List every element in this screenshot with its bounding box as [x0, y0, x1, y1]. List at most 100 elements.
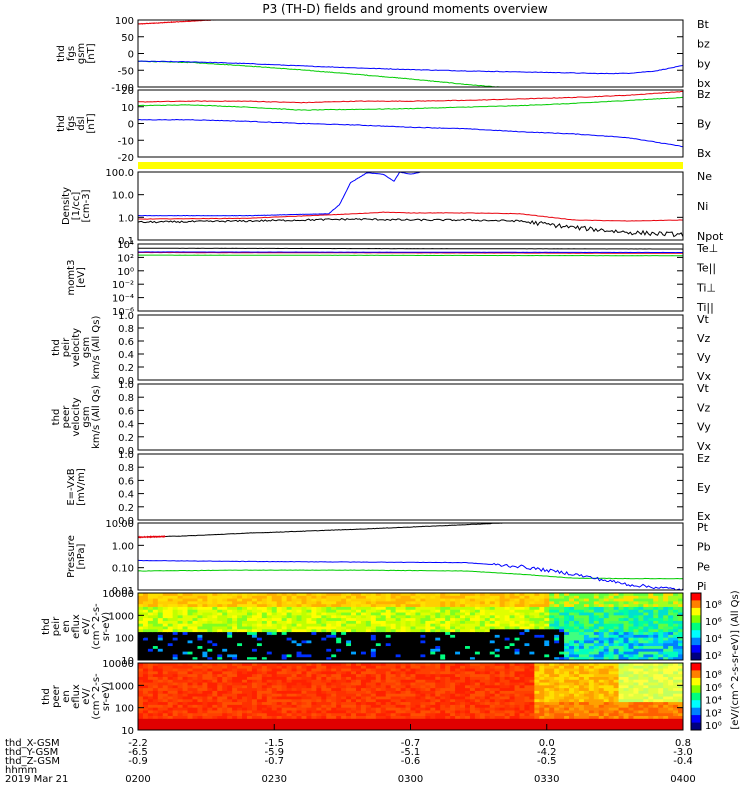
spectrogram-cell	[385, 629, 392, 633]
spectrogram-cell	[549, 676, 555, 681]
spectrogram-cell	[356, 637, 362, 642]
spectrogram-cell	[365, 612, 372, 616]
spectrogram-cell	[598, 637, 605, 642]
spectrogram-cell	[256, 668, 263, 672]
spectrogram-cell	[395, 606, 402, 611]
spectrogram-cell	[678, 598, 683, 602]
spectrogram-cell	[326, 612, 332, 616]
spectrogram-cell	[474, 612, 481, 616]
spectrogram-cell	[583, 618, 590, 622]
spectrogram-cell	[147, 604, 154, 608]
spectrogram-cell	[658, 609, 664, 614]
spectrogram-cell	[152, 648, 159, 653]
spectrogram-cell	[613, 606, 620, 611]
spectrogram-cell	[430, 609, 436, 614]
spectrogram-cell	[494, 626, 501, 630]
spectrogram-cell	[633, 626, 639, 630]
spectrogram-cell	[197, 710, 203, 714]
spectrogram-cell	[177, 702, 184, 706]
y-tick-label: 0.8	[118, 463, 134, 474]
spectrogram-cell	[524, 634, 530, 639]
spectrogram-cell	[554, 713, 560, 717]
spectrogram-cell	[177, 634, 184, 639]
spectrogram-cell	[172, 704, 179, 709]
y-axis-label: thd fgs dsl [nT]	[56, 113, 97, 133]
spectrogram-cell	[222, 685, 228, 689]
spectrogram-cell	[251, 646, 258, 650]
y-tick-label: 1.0	[118, 380, 134, 391]
spectrogram-cell	[336, 606, 342, 611]
spectrogram-cell	[247, 693, 253, 698]
spectrogram-cell	[514, 676, 521, 681]
spectrogram-cell	[633, 620, 639, 625]
spectrogram-cell	[316, 657, 322, 660]
spectrogram-cell	[360, 615, 367, 619]
spectrogram-cell	[385, 727, 392, 730]
y-axis-label-line: gsm	[81, 406, 92, 427]
spectrogram-cell	[410, 668, 417, 672]
spectrogram-cell	[232, 643, 238, 647]
spectrogram-cell	[222, 716, 228, 720]
spectrogram-cell	[430, 679, 436, 684]
spectrogram-cell	[375, 702, 382, 706]
spectrogram-cell	[668, 657, 674, 660]
spectrogram-cell	[514, 654, 521, 658]
spectrogram-cell	[271, 690, 278, 695]
spectrogram-cell	[331, 598, 337, 602]
spectrogram-cell	[256, 632, 263, 636]
spectrogram-cell	[598, 593, 605, 597]
spectrogram-cell	[326, 620, 332, 625]
spectrogram-cell	[465, 601, 471, 605]
spectrogram-cell	[554, 637, 560, 642]
spectrogram-cell	[301, 626, 308, 630]
spectrogram-cell	[489, 685, 496, 689]
spectrogram-cell	[380, 679, 387, 684]
spectrogram-cell	[167, 598, 174, 602]
spectrogram-cell	[192, 704, 199, 709]
spectrogram-cell	[469, 629, 476, 633]
spectrogram-cell	[440, 665, 446, 670]
spectrogram-cell	[217, 637, 223, 642]
spectrogram-cell	[311, 704, 317, 709]
spectrogram-cell	[202, 704, 208, 709]
spectrogram-cell	[469, 690, 476, 695]
spectrogram-cell	[400, 671, 407, 675]
spectrogram-cell	[385, 657, 392, 660]
spectrogram-cell	[450, 721, 456, 726]
spectrogram-cell	[569, 595, 575, 600]
spectrogram-cell	[256, 718, 263, 723]
spectrogram-cell	[296, 632, 303, 636]
spectrogram-cell	[559, 713, 565, 717]
spectrogram-cell	[588, 651, 595, 656]
spectrogram-cell	[247, 640, 253, 644]
spectrogram-cell	[539, 606, 545, 611]
spectrogram-cell	[321, 643, 327, 647]
spectrogram-cell	[266, 671, 273, 675]
spectrogram-cell	[207, 654, 213, 658]
spectrogram-cell	[152, 704, 159, 709]
spectrogram-cell	[227, 676, 233, 681]
spectrogram-cell	[425, 671, 431, 675]
spectrogram-cell	[301, 598, 308, 602]
spectrogram-cell	[678, 637, 683, 642]
spectrogram-cell	[281, 618, 288, 622]
spectrogram-cell	[197, 676, 203, 681]
spectrogram-cell	[316, 721, 322, 726]
spectrogram-cell	[321, 593, 327, 597]
spectrogram-cell	[237, 724, 243, 728]
y-tick-label: 10⁻⁶	[112, 307, 134, 318]
spectrogram-cell	[673, 593, 679, 597]
spectrogram-cell	[539, 682, 545, 686]
spectrogram-electron	[138, 663, 683, 730]
spectrogram-cell	[479, 704, 486, 709]
spectrogram-cell	[469, 676, 476, 681]
spectrogram-cell	[479, 629, 486, 633]
spectrogram-cell	[445, 685, 451, 689]
spectrogram-cell	[256, 713, 263, 717]
spectrogram-cell	[227, 707, 233, 712]
spectrogram-cell	[544, 693, 550, 698]
spectrogram-cell	[321, 604, 327, 608]
spectrogram-cell	[142, 724, 149, 728]
spectrogram-cell	[474, 721, 481, 726]
spectrogram-cell	[415, 663, 421, 667]
